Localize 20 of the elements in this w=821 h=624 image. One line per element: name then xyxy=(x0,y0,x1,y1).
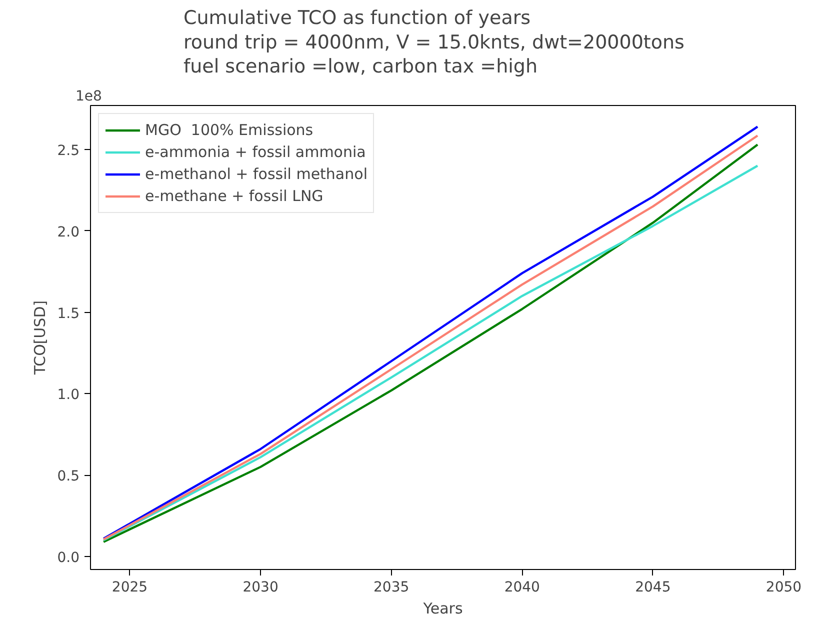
x-tick-label: 2030 xyxy=(242,580,278,596)
text: 1e8 xyxy=(76,88,102,104)
legend-label: e-ammonia + fossil ammonia xyxy=(145,143,366,161)
chart-title: Cumulative TCO as function of years round trip = 4000nm, V = 15.0knts, dwt=20000tons fuel scenario =low, carbon tax =high xyxy=(183,7,684,78)
y-axis-title: TCO[USD] xyxy=(31,300,50,376)
y-tick-label: 2.5 xyxy=(57,142,80,159)
x-axis-title: Years xyxy=(422,600,463,618)
x-tick-label: 2045 xyxy=(635,580,671,596)
x-tick-label: 2040 xyxy=(504,580,540,596)
x-tick-label: 2025 xyxy=(112,580,148,596)
x-tick-label: 2035 xyxy=(374,580,410,596)
x-tick-label: 2050 xyxy=(766,580,802,596)
y-tick-label: 2.0 xyxy=(57,224,80,240)
legend-label: e-methane + fossil LNG xyxy=(145,187,324,205)
y-tick-label: 1.5 xyxy=(57,306,80,322)
y-tick-label: 0.0 xyxy=(57,550,80,566)
legend-label: e-methanol + fossil methanol xyxy=(145,165,368,183)
y-tick-label: 1.0 xyxy=(57,387,80,404)
y-tick-label: 0.5 xyxy=(57,468,80,485)
legend-label: MGO 100% Emissions xyxy=(145,121,314,139)
